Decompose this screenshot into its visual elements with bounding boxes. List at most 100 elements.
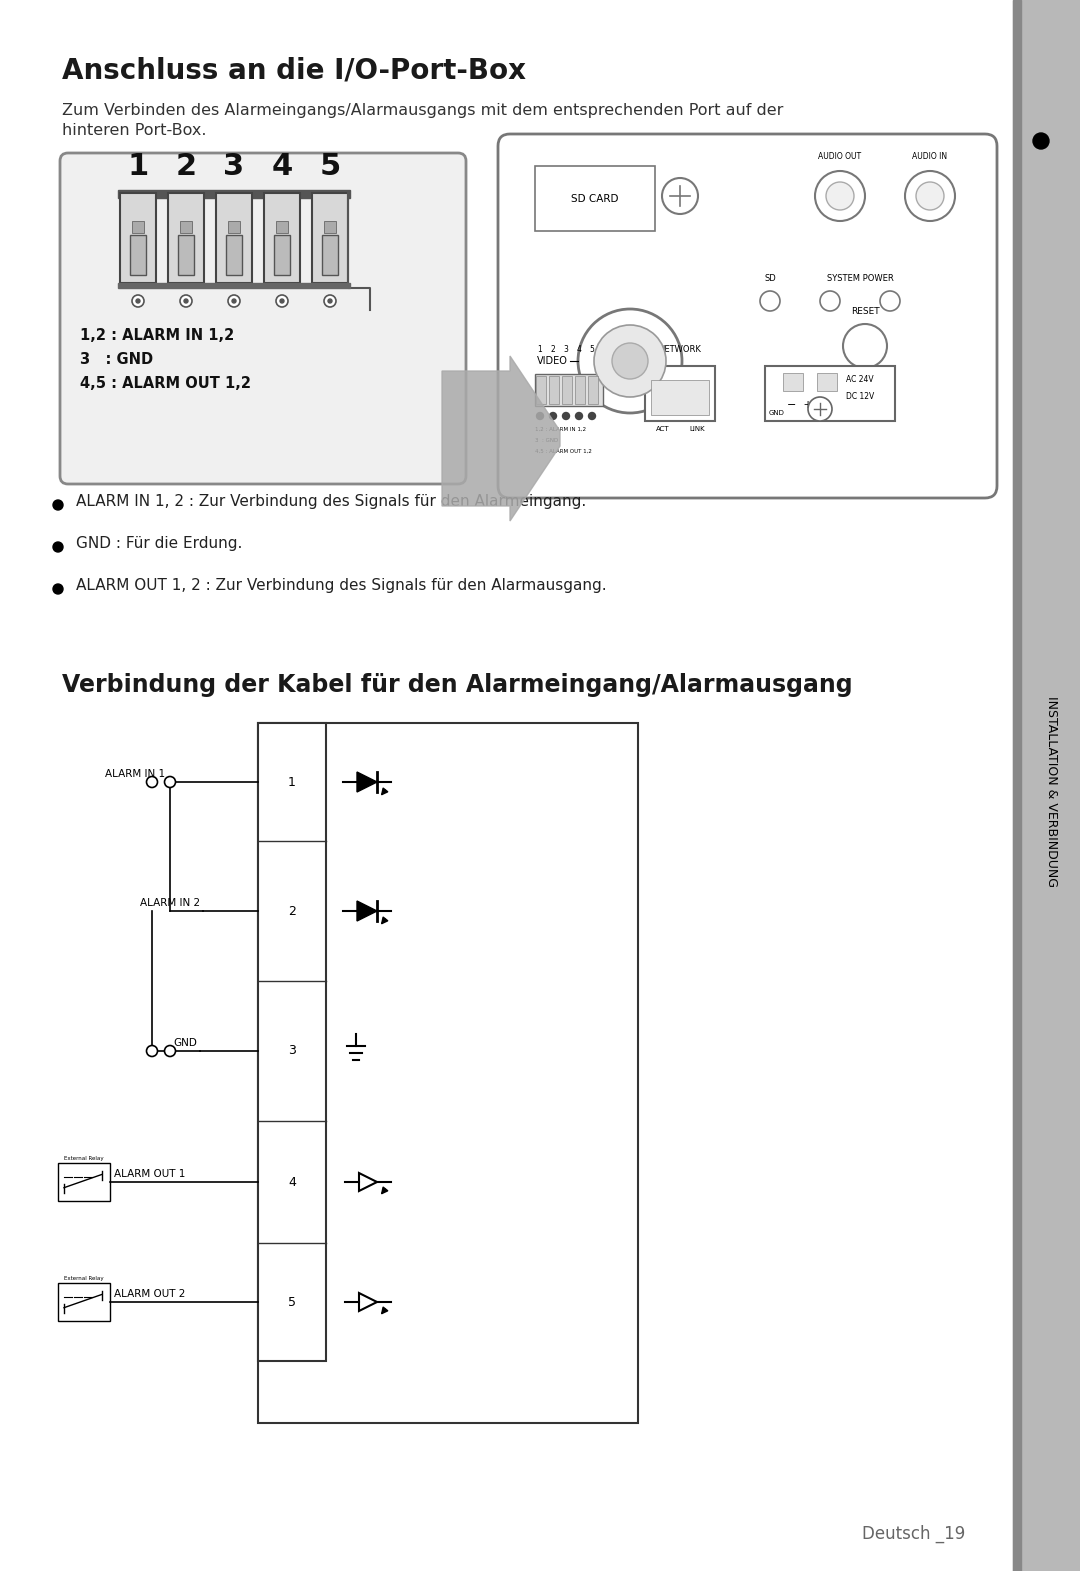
Text: SD CARD: SD CARD (571, 193, 619, 204)
Circle shape (180, 295, 192, 306)
Text: −  +: − + (787, 401, 813, 410)
Text: External Relay: External Relay (64, 1276, 104, 1280)
Bar (264, 193, 300, 283)
Text: 2: 2 (175, 152, 197, 181)
Bar (118, 283, 350, 287)
Text: 5: 5 (590, 346, 594, 353)
Bar (118, 190, 350, 198)
Circle shape (184, 298, 188, 303)
Text: Verbindung der Kabel für den Alarmeingang/Alarmausgang: Verbindung der Kabel für den Alarmeingan… (62, 672, 852, 698)
Text: External Relay: External Relay (64, 1156, 104, 1161)
Text: ALARM IN 2: ALARM IN 2 (140, 899, 200, 908)
Text: Zum Verbinden des Alarmeingangs/Alarmausgangs mit dem entsprechenden Port auf de: Zum Verbinden des Alarmeingangs/Alarmaus… (62, 104, 783, 118)
Text: ACT: ACT (657, 426, 670, 432)
Circle shape (550, 413, 556, 419)
Bar (216, 193, 252, 283)
Bar (549, 375, 559, 404)
Text: 3: 3 (224, 152, 244, 181)
Circle shape (662, 178, 698, 214)
Circle shape (1032, 134, 1049, 149)
Text: -: - (792, 377, 795, 386)
Bar (324, 222, 336, 233)
Bar (132, 222, 144, 233)
Circle shape (760, 291, 780, 311)
Bar (651, 380, 708, 415)
Text: ALARM OUT 2: ALARM OUT 2 (114, 1288, 186, 1299)
Bar (178, 236, 194, 275)
Circle shape (53, 584, 63, 594)
Circle shape (826, 182, 854, 211)
Bar (1013, 0, 1021, 1571)
Bar (783, 372, 804, 391)
Text: ALARM OUT 1: ALARM OUT 1 (114, 1169, 186, 1178)
Circle shape (53, 542, 63, 551)
Circle shape (147, 1045, 158, 1057)
Bar (58, 1284, 110, 1321)
Circle shape (563, 413, 569, 419)
Text: Anschluss an die I/O-Port-Box: Anschluss an die I/O-Port-Box (62, 57, 526, 83)
Circle shape (576, 413, 582, 419)
Bar (816, 372, 837, 391)
Circle shape (280, 298, 284, 303)
Polygon shape (357, 771, 377, 792)
Bar (535, 167, 654, 231)
Circle shape (815, 171, 865, 222)
Text: AC 24V: AC 24V (847, 374, 874, 383)
Text: 2: 2 (551, 346, 555, 353)
Circle shape (132, 295, 144, 306)
Bar (1013, 0, 1080, 1571)
Bar (258, 723, 638, 1423)
Circle shape (164, 776, 175, 787)
Circle shape (232, 298, 237, 303)
Text: VIDEO: VIDEO (537, 357, 568, 366)
Text: 3   : GND: 3 : GND (80, 352, 153, 368)
Text: 1: 1 (127, 152, 149, 181)
Circle shape (594, 325, 666, 397)
Bar (312, 193, 348, 283)
Bar (536, 375, 546, 404)
Text: SD: SD (765, 273, 775, 283)
Text: 5: 5 (320, 152, 340, 181)
Bar (180, 222, 192, 233)
Text: 1,2 : ALARM IN 1,2: 1,2 : ALARM IN 1,2 (80, 328, 234, 342)
Circle shape (820, 291, 840, 311)
Text: hinteren Port-Box.: hinteren Port-Box. (62, 123, 206, 138)
FancyBboxPatch shape (498, 134, 997, 498)
Text: Deutsch _19: Deutsch _19 (862, 1525, 966, 1543)
Circle shape (843, 324, 887, 368)
Text: ALARM IN 1, 2 : Zur Verbindung des Signals für den Alarmeingang.: ALARM IN 1, 2 : Zur Verbindung des Signa… (76, 493, 586, 509)
Text: 4: 4 (288, 1175, 296, 1189)
Bar (58, 1163, 110, 1200)
Bar (276, 222, 288, 233)
Bar (226, 236, 242, 275)
Circle shape (228, 295, 240, 306)
Text: 1: 1 (538, 346, 542, 353)
Text: ALARM OUT 1, 2 : Zur Verbindung des Signals für den Alarmausgang.: ALARM OUT 1, 2 : Zur Verbindung des Sign… (76, 578, 607, 592)
Circle shape (537, 413, 543, 419)
Circle shape (578, 309, 681, 413)
Text: AUDIO OUT: AUDIO OUT (819, 152, 862, 160)
Circle shape (905, 171, 955, 222)
Bar (228, 222, 240, 233)
Text: AUDIO IN: AUDIO IN (913, 152, 947, 160)
Bar (562, 375, 572, 404)
Text: +: + (823, 377, 831, 386)
Bar (274, 236, 291, 275)
Text: SYSTEM POWER: SYSTEM POWER (826, 273, 893, 283)
Text: 1: 1 (288, 776, 296, 789)
Bar (645, 366, 715, 421)
Bar (258, 723, 326, 1360)
Text: INSTALLATION & VERBINDUNG: INSTALLATION & VERBINDUNG (1044, 696, 1057, 886)
FancyBboxPatch shape (60, 152, 465, 484)
Bar (168, 193, 204, 283)
Text: ALARM IN 1: ALARM IN 1 (105, 768, 165, 779)
Bar (130, 236, 146, 275)
Text: 3: 3 (564, 346, 568, 353)
Text: GND: GND (173, 1038, 197, 1048)
Circle shape (808, 397, 832, 421)
Text: GND: GND (769, 410, 785, 416)
Text: 4: 4 (577, 346, 581, 353)
Circle shape (136, 298, 140, 303)
Circle shape (164, 1045, 175, 1057)
Bar (535, 374, 603, 405)
